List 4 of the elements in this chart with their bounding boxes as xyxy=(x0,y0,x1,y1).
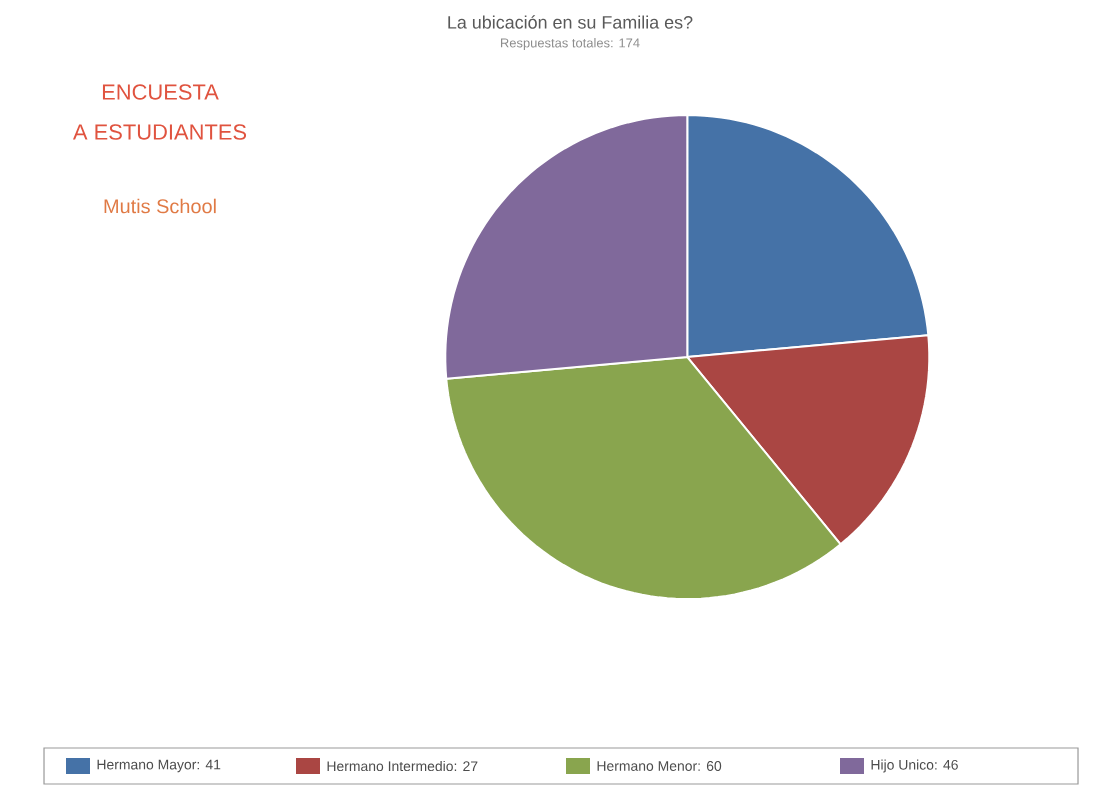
text: A ESTUDIANTES xyxy=(72,124,247,140)
chart-title: La ubicación en su Familia es? xyxy=(448,15,693,29)
text: ENCUESTA xyxy=(102,84,219,100)
text: Mutis School xyxy=(104,198,216,214)
